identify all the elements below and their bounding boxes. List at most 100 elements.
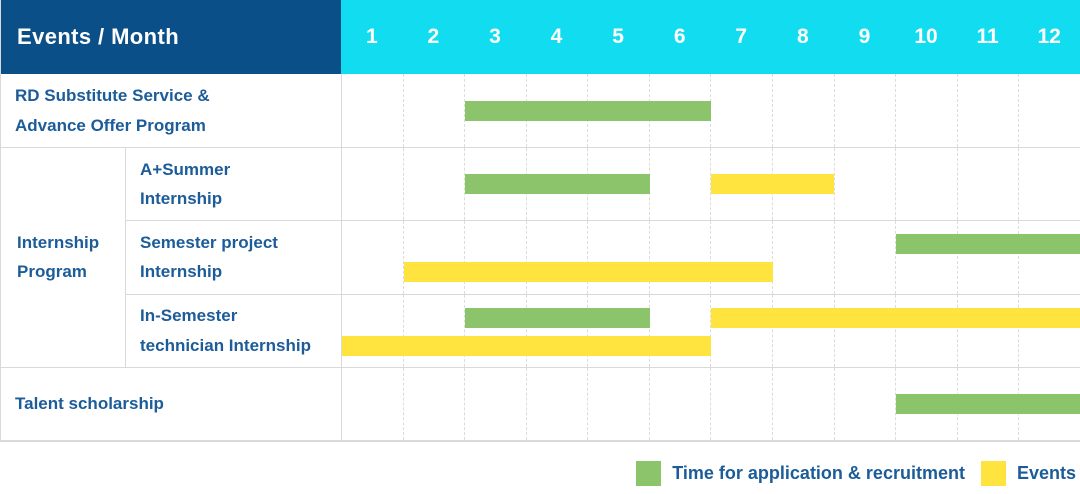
month-grid-cell — [648, 367, 711, 440]
month-header-cell: 11 — [976, 25, 999, 48]
month-header-cell: 10 — [914, 25, 938, 48]
month-grid-cell — [525, 367, 588, 440]
gantt-track-semester-project-internship — [341, 220, 1080, 294]
month-grid-cell — [342, 368, 403, 440]
label-line: Advance Offer Program — [15, 115, 206, 135]
legend-label-application: Time for application & recruitment — [672, 463, 965, 483]
label-line: Internship — [140, 189, 223, 209]
label-line: RD Substitute Service & — [15, 85, 210, 105]
month-grid-cell — [342, 295, 403, 367]
month-grid-cell — [956, 221, 1019, 294]
month-grid-cell — [772, 367, 834, 440]
month-grid-cell — [710, 294, 772, 367]
month-grid-cell — [895, 294, 957, 367]
month-grid-cell — [1018, 148, 1080, 221]
gantt-bar-yellow — [403, 262, 773, 283]
month-grid-cell — [833, 294, 896, 367]
gantt-track-rd-substitute — [341, 74, 1080, 148]
table-header-title: Events / Month — [1, 0, 341, 74]
month-grid-cell — [402, 74, 465, 148]
month-header-cell: 7 — [735, 25, 748, 48]
month-grid-cell — [772, 294, 834, 367]
month-grid-cell — [956, 74, 1019, 148]
legend-item-application: Time for application & recruitment — [636, 461, 965, 486]
row-label-semester-project-internship: Semester project Internship — [125, 220, 341, 294]
month-grid-cell — [1018, 221, 1080, 294]
gantt-bar-green — [465, 174, 650, 195]
gantt-track-a-summer-internship — [341, 147, 1080, 221]
month-grid-cell — [342, 74, 403, 147]
month-grid-cell — [833, 74, 896, 148]
label-line: Semester project — [140, 232, 278, 252]
gantt-track-in-semester-technician-internship — [341, 293, 1080, 367]
row-label-talent-scholarship: Talent scholarship — [1, 366, 341, 440]
month-header-cell: 6 — [673, 25, 686, 48]
month-grid-cell — [342, 221, 403, 293]
gantt-bar-yellow — [711, 174, 834, 195]
month-grid-cell — [648, 148, 711, 221]
month-grid-cell — [833, 221, 896, 294]
month-grid-cell — [833, 367, 896, 440]
month-grid-cell — [895, 221, 957, 294]
row-label-a-summer-internship: A+Summer Internship — [125, 147, 341, 221]
month-grid-cell — [587, 367, 649, 440]
month-grid-cell — [956, 294, 1019, 367]
month-grid-cell — [464, 148, 526, 221]
month-grid-cell — [1018, 74, 1080, 148]
gantt-track-talent-scholarship — [341, 366, 1080, 440]
month-grid-cell — [587, 294, 649, 367]
legend-item-events: Events — [980, 461, 1076, 486]
month-grid-cell — [833, 148, 896, 221]
month-grid-cell — [402, 221, 465, 294]
label-line: Program — [17, 262, 87, 282]
month-grid-cell — [464, 74, 526, 148]
month-grid-cell — [525, 221, 588, 294]
gantt-bar-green — [895, 393, 1080, 414]
month-grid-cell — [956, 148, 1019, 221]
gantt-table: Events / Month 1 2 3 4 5 6 7 8 9 10 11 12 RD Substi… — [0, 0, 1080, 442]
month-grid-cell — [402, 148, 465, 221]
month-header-cell: 9 — [858, 25, 871, 48]
month-grid-cell — [772, 221, 834, 294]
month-grid-cell — [525, 294, 588, 367]
month-grid-cell — [895, 74, 957, 148]
month-grid-cell — [464, 367, 526, 440]
group-label-internship-program: Internship Program — [1, 147, 125, 367]
month-grid-cell — [464, 221, 526, 294]
label-line: technician Internship — [140, 335, 311, 355]
month-header-cell: 2 — [427, 25, 440, 48]
label-line: Internship — [17, 232, 100, 252]
month-grid-cell — [710, 367, 772, 440]
month-grid-cell — [710, 74, 772, 148]
gantt-bar-green — [465, 307, 650, 328]
month-grid-cell — [342, 148, 403, 220]
gantt-bar-yellow — [711, 307, 1080, 328]
month-grid-cell — [772, 74, 834, 148]
row-label-rd-substitute: RD Substitute Service & Advance Offer Pro… — [1, 74, 341, 148]
month-header-cell: 3 — [489, 25, 501, 48]
month-grid-cell — [464, 294, 526, 367]
month-grid-cell — [895, 148, 957, 221]
gantt-bar-yellow — [342, 335, 711, 356]
row-label-in-semester-technician-internship: In-Semester technician Internship — [125, 293, 341, 367]
month-grid-cell — [648, 221, 711, 294]
month-header-cell: 5 — [612, 25, 624, 48]
label-line: In-Semester — [140, 305, 238, 325]
gantt-bar-green — [895, 234, 1080, 255]
month-grid-cell — [1018, 294, 1080, 367]
month-header-cell: 4 — [550, 25, 563, 48]
legend-label-events: Events — [1016, 463, 1076, 483]
month-grid-cell — [648, 294, 711, 367]
month-header-cell: 12 — [1037, 25, 1061, 48]
month-grid-cell — [587, 221, 649, 294]
month-header-row: 1 2 3 4 5 6 7 8 9 10 11 12 — [341, 0, 1080, 74]
month-grid-cell — [402, 294, 465, 367]
month-grid-cell — [710, 148, 772, 221]
legend: Time for application & recruitment Event… — [0, 461, 1076, 486]
label-line: Talent scholarship — [15, 394, 164, 414]
gantt-bar-green — [465, 100, 711, 121]
month-header-cell: 8 — [796, 25, 809, 48]
month-grid-cell — [710, 221, 772, 294]
label-line: Internship — [140, 262, 223, 282]
